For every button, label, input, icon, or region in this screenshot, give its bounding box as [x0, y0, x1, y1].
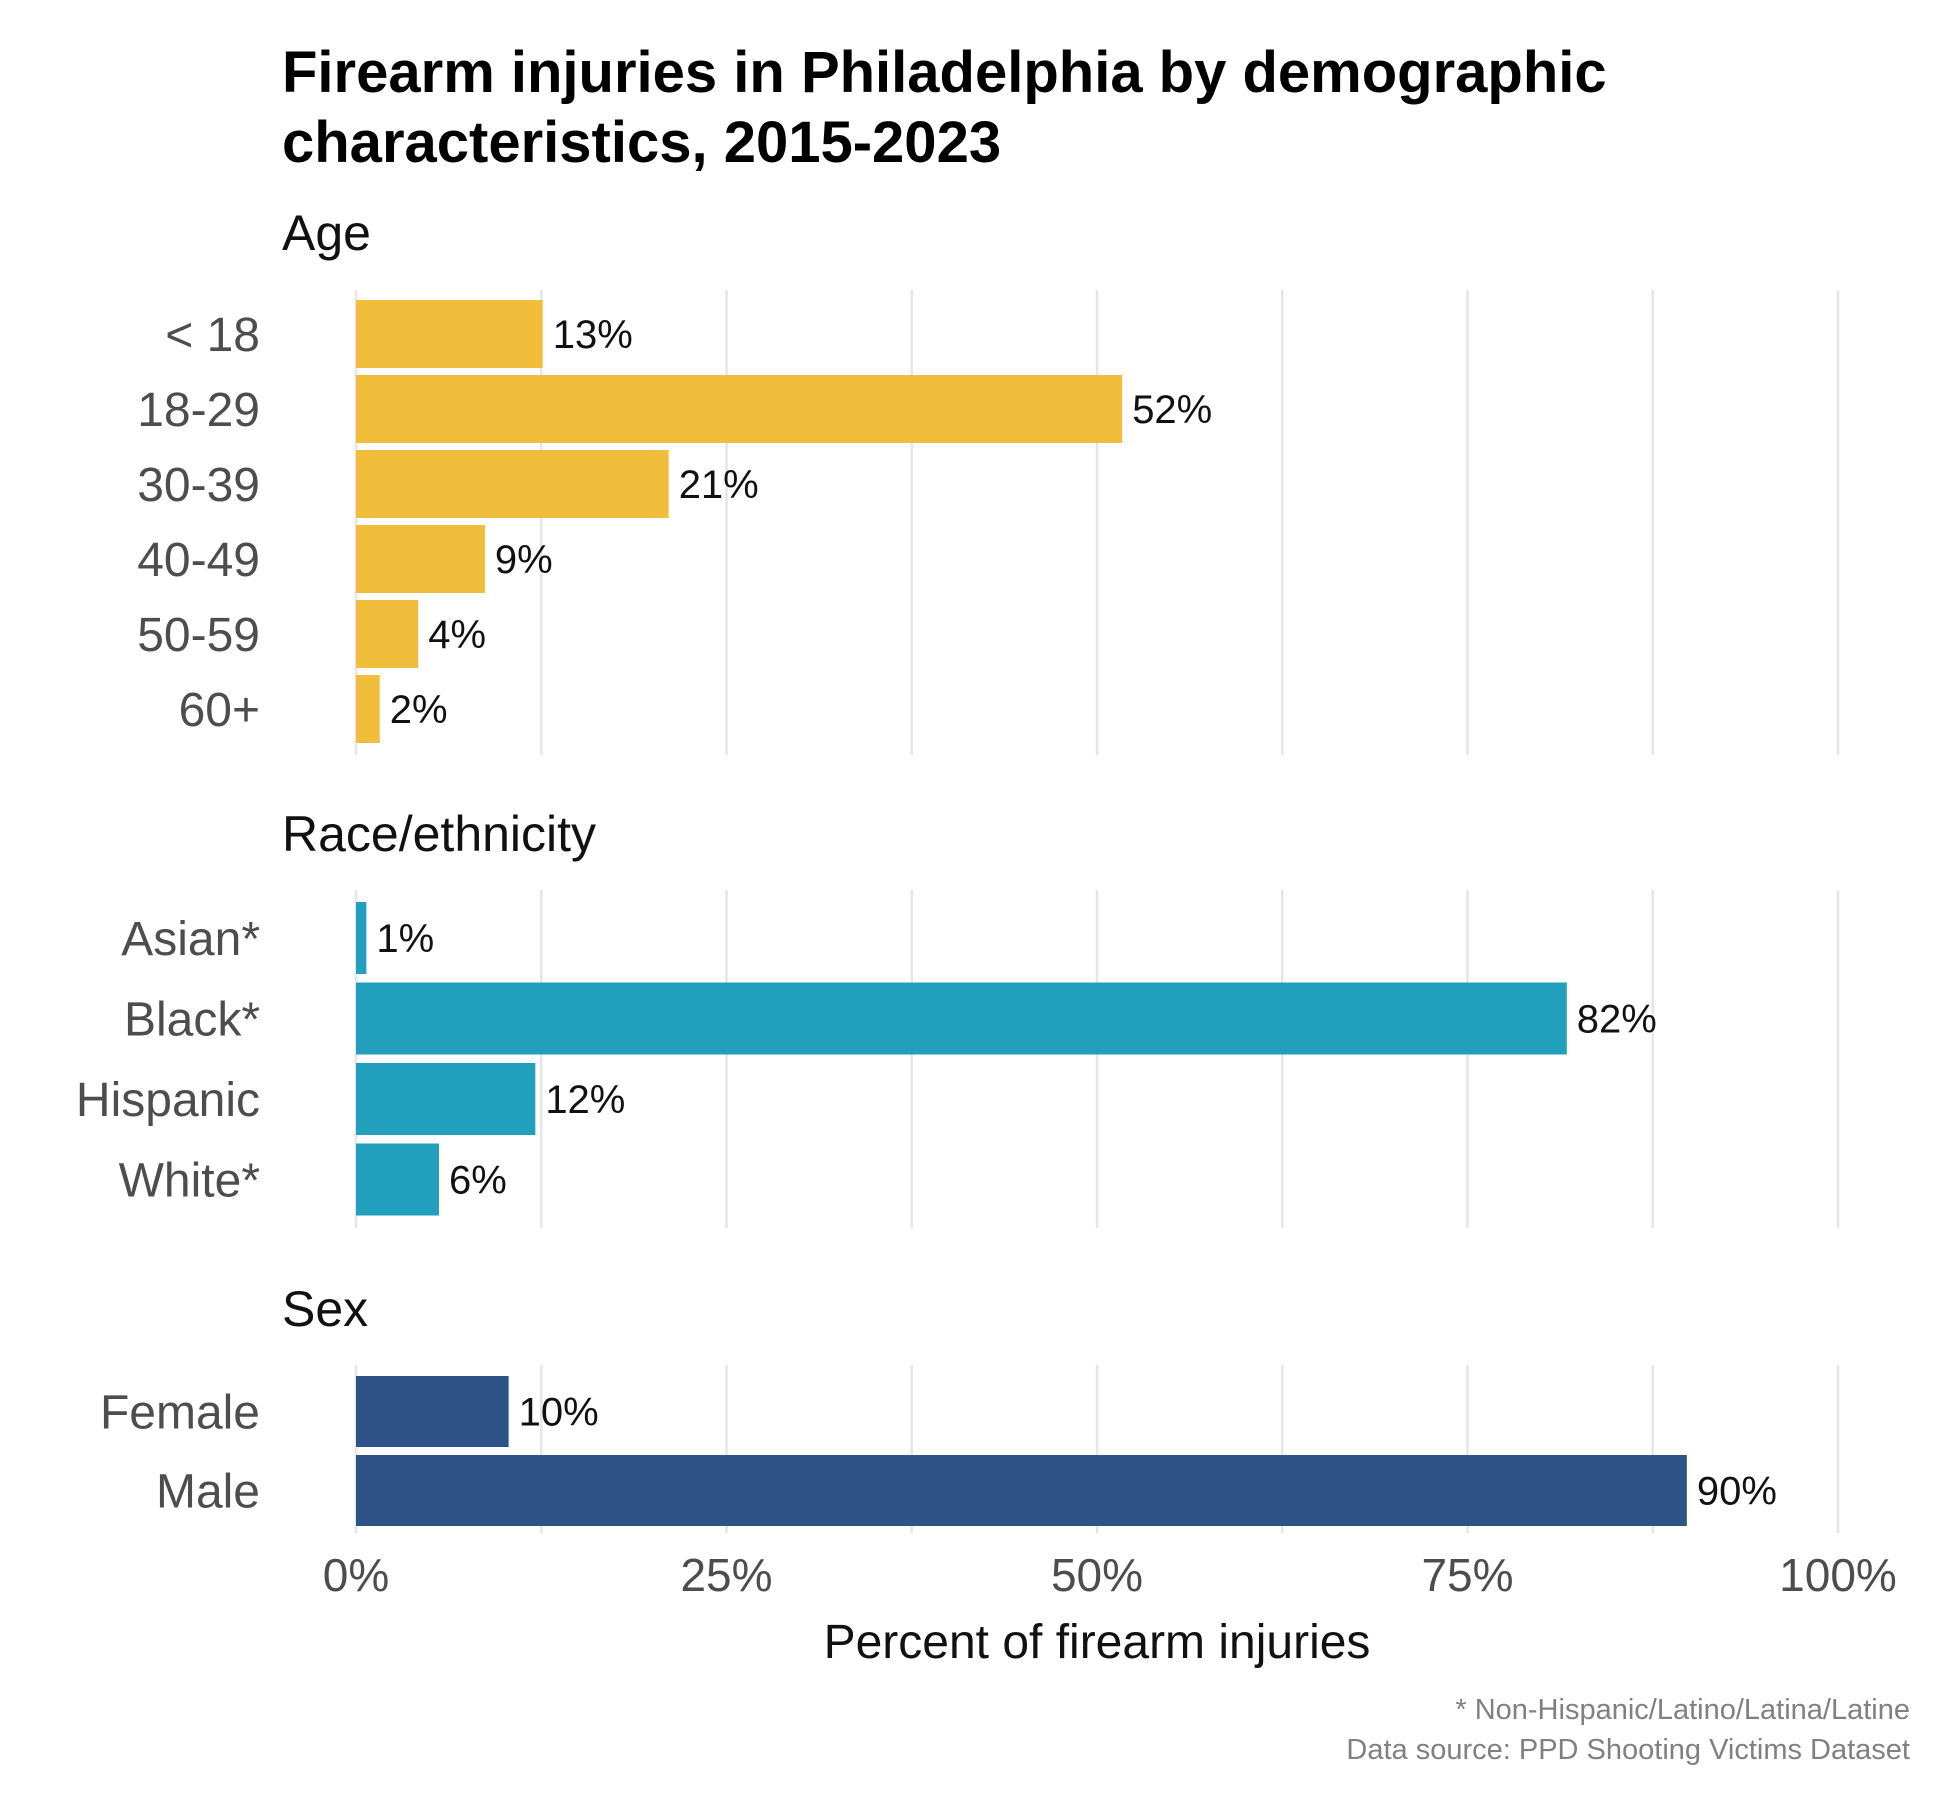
panel-title: Age	[282, 205, 371, 261]
caption-line: Data source: PPD Shooting Victims Datase…	[1346, 1734, 1910, 1766]
value-label: 4%	[428, 613, 486, 657]
x-tick-label: 25%	[680, 1549, 772, 1601]
category-label: 40-49	[137, 534, 260, 587]
bar	[356, 982, 1567, 1055]
bar	[356, 1063, 536, 1135]
category-label: Female	[100, 1387, 260, 1440]
bar	[356, 1376, 509, 1447]
panel-title: Race/ethnicity	[282, 806, 596, 862]
x-tick-label: 75%	[1421, 1549, 1513, 1601]
x-tick-label: 100%	[1779, 1549, 1897, 1601]
category-label: Asian*	[121, 913, 260, 966]
category-label: 30-39	[137, 459, 260, 512]
category-label: Black*	[124, 994, 260, 1047]
category-label: White*	[119, 1155, 260, 1208]
bar	[356, 525, 485, 593]
x-axis-title: Percent of firearm injuries	[824, 1616, 1371, 1669]
value-label: 90%	[1697, 1470, 1777, 1514]
chart-title-line: characteristics, 2015-2023	[282, 110, 1001, 175]
value-label: 6%	[449, 1159, 507, 1203]
bar	[356, 600, 419, 668]
bar	[356, 375, 1123, 443]
caption-line: * Non-Hispanic/Latino/Latina/Latine	[1455, 1694, 1910, 1726]
bar	[356, 902, 367, 974]
category-label: Hispanic	[76, 1074, 260, 1127]
bar	[356, 300, 543, 368]
value-label: 2%	[390, 688, 448, 732]
category-label: 50-59	[137, 609, 260, 662]
value-label: 13%	[553, 313, 633, 357]
bar	[356, 675, 380, 743]
panel-title: Sex	[282, 1281, 368, 1337]
value-label: 82%	[1577, 998, 1657, 1042]
category-label: < 18	[165, 309, 260, 362]
value-label: 52%	[1132, 388, 1212, 432]
category-label: 60+	[179, 684, 260, 737]
value-label: 10%	[519, 1391, 599, 1435]
chart-title-line: Firearm injuries in Philadelphia by demo…	[282, 40, 1607, 105]
value-label: 1%	[376, 917, 434, 961]
category-label: Male	[156, 1466, 260, 1519]
value-label: 12%	[545, 1078, 625, 1122]
bar	[356, 1455, 1687, 1526]
bar	[356, 450, 669, 518]
x-tick-label: 0%	[323, 1549, 389, 1601]
bar	[356, 1143, 439, 1216]
value-label: 9%	[495, 538, 553, 582]
x-tick-label: 50%	[1051, 1549, 1143, 1601]
category-label: 18-29	[137, 384, 260, 437]
value-label: 21%	[679, 463, 759, 507]
